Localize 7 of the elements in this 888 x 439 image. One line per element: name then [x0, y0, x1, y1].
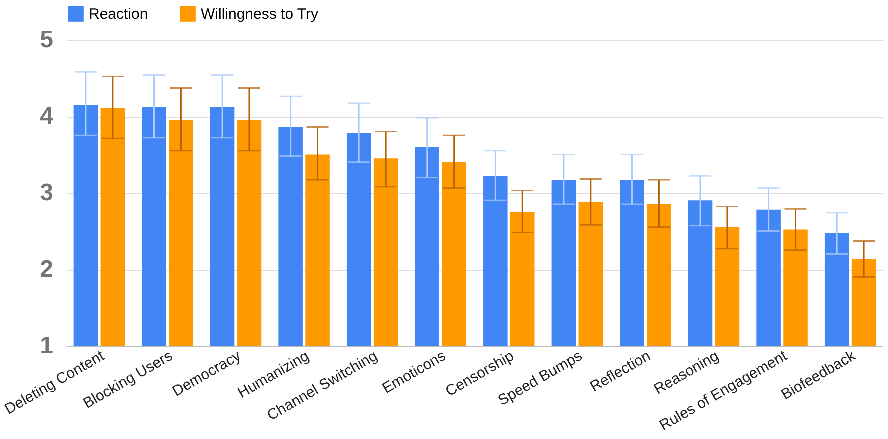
- legend-label: Reaction: [89, 6, 148, 23]
- y-tick-label: 1: [40, 332, 54, 360]
- y-tick-label: 3: [40, 180, 54, 206]
- legend-label: Willingness to Try: [201, 6, 320, 23]
- y-tick-label: 5: [40, 26, 54, 54]
- y-tick-label: 4: [40, 103, 54, 130]
- y-tick-label: 2: [40, 256, 54, 283]
